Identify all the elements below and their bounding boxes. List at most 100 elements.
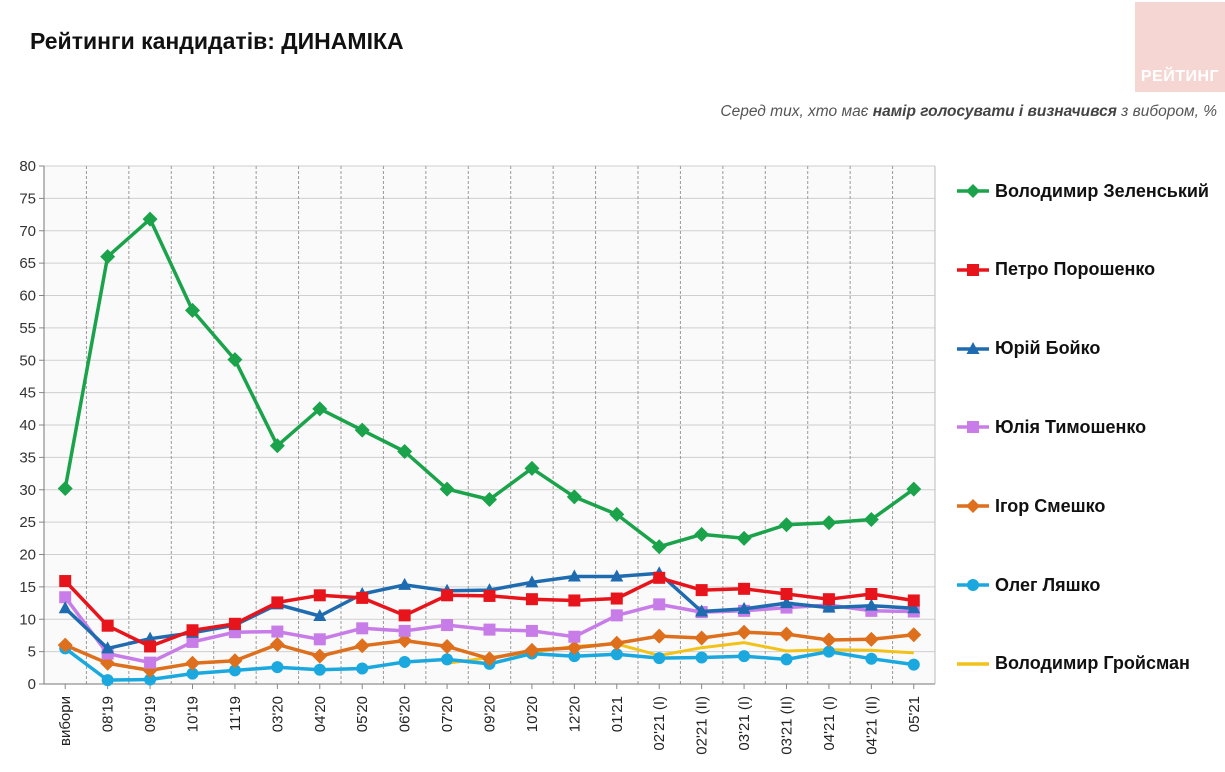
data-point-poroshenko <box>356 591 369 604</box>
x-tick-label: 02'21 (II) <box>694 696 711 755</box>
legend-marker <box>967 421 979 434</box>
data-point-boyko <box>737 601 751 614</box>
x-tick-label: 05'20 <box>354 696 371 732</box>
legend-marker <box>967 579 979 591</box>
legend-marker <box>966 499 980 514</box>
data-point-tymoshenko <box>59 591 72 604</box>
y-tick-label: 60 <box>19 288 36 305</box>
data-point-poroshenko <box>398 609 411 622</box>
legend-swatch <box>957 421 989 434</box>
x-tick-label: 09'20 <box>482 696 499 732</box>
y-tick-label: 30 <box>19 482 36 499</box>
data-point-zelensky <box>906 481 922 497</box>
data-point-zelensky <box>185 302 200 318</box>
x-tick-label: 10'20 <box>524 696 541 732</box>
series-zelensky <box>57 211 922 555</box>
data-point-poroshenko <box>313 589 326 602</box>
data-point-zelensky <box>354 422 370 438</box>
y-tick-label: 10 <box>19 611 36 628</box>
x-tick-label: 08'19 <box>100 696 117 732</box>
data-point-smeshko <box>863 631 879 647</box>
chart-subtitle: Серед тих, хто має намір голосувати і ви… <box>720 103 1217 121</box>
data-point-smeshko <box>694 630 710 646</box>
y-tick-label: 15 <box>19 579 36 596</box>
legend-item-smeshko: Ігор Смешко <box>955 493 1105 519</box>
legend-label: Юлія Тимошенко <box>995 416 1147 437</box>
data-point-smeshko <box>609 635 625 651</box>
data-point-zelensky <box>863 512 879 528</box>
data-point-tymoshenko <box>356 622 369 635</box>
data-point-poroshenko <box>738 582 751 595</box>
data-point-zelensky <box>57 480 73 496</box>
data-point-zelensky <box>524 460 540 476</box>
y-tick-label: 5 <box>28 644 36 661</box>
data-point-zelensky <box>651 539 667 555</box>
data-point-smeshko <box>57 637 73 653</box>
data-point-smeshko <box>482 651 497 667</box>
series-poroshenko <box>59 571 920 653</box>
data-point-boyko <box>525 575 539 588</box>
x-tick-label: 10'19 <box>185 696 202 732</box>
data-point-lyashko <box>101 674 114 687</box>
legend-swatch <box>957 184 989 198</box>
data-point-lyashko <box>610 648 623 661</box>
data-point-poroshenko <box>441 589 454 602</box>
x-tick-label: 03'21 (I) <box>736 696 753 751</box>
data-point-tymoshenko <box>525 624 538 637</box>
y-tick-label: 45 <box>19 385 36 402</box>
legend-item-boyko: Юрій Бойко <box>955 336 1100 362</box>
data-point-zelensky <box>439 481 455 497</box>
data-point-lyashko <box>441 653 454 666</box>
data-point-zelensky <box>397 444 413 460</box>
data-point-zelensky <box>694 526 710 542</box>
data-point-zelensky <box>609 506 625 522</box>
data-point-poroshenko <box>186 624 199 637</box>
legend-marker <box>966 184 980 198</box>
y-tick-label: 70 <box>19 223 36 240</box>
subtitle-pre: Серед тих, хто має <box>720 103 873 120</box>
data-point-tymoshenko <box>186 635 199 648</box>
data-point-smeshko <box>736 624 752 640</box>
data-point-smeshko <box>651 628 667 644</box>
x-tick-label: 04'21 (II) <box>863 696 880 755</box>
logo-text: РЕЙТИНГ <box>1140 68 1220 85</box>
y-tick-label: 55 <box>19 320 36 337</box>
data-point-tymoshenko <box>271 625 284 638</box>
data-point-lyashko <box>738 650 751 663</box>
data-point-boyko <box>58 601 72 614</box>
y-tick-label: 25 <box>19 514 36 531</box>
legend-item-lyashko: Олег Ляшко <box>955 572 1100 598</box>
data-point-zelensky <box>736 530 752 546</box>
legend-swatch <box>957 263 989 276</box>
chart-title: Рейтинги кандидатів: ДИНАМІКА <box>30 28 404 54</box>
data-point-boyko <box>822 600 836 613</box>
data-point-lyashko <box>822 645 835 658</box>
data-point-tymoshenko <box>441 619 454 632</box>
data-point-smeshko <box>779 626 794 642</box>
x-tick-label: 06'20 <box>397 696 414 732</box>
y-tick-label: 0 <box>28 676 36 693</box>
data-point-smeshko <box>354 638 370 654</box>
y-tick-label: 65 <box>19 255 36 272</box>
legend-marker <box>967 263 979 276</box>
data-point-zelensky <box>821 515 837 531</box>
legend-label: Олег Ляшко <box>995 574 1101 595</box>
data-point-tymoshenko <box>483 623 496 636</box>
data-point-lyashko <box>398 655 411 668</box>
legend-item-groysman: Володимир Гройсман <box>955 651 1190 677</box>
legend-swatch <box>957 341 989 354</box>
data-point-smeshko <box>906 627 922 643</box>
data-point-poroshenko <box>483 589 496 602</box>
legend-label: Володимир Гройсман <box>995 653 1190 674</box>
y-tick-label: 20 <box>19 547 36 564</box>
data-point-poroshenko <box>144 640 157 653</box>
y-tick-label: 50 <box>19 352 36 369</box>
data-point-zelensky <box>100 249 116 265</box>
data-point-zelensky <box>269 438 285 454</box>
legend-marker <box>966 341 980 354</box>
data-point-zelensky <box>312 401 328 417</box>
data-point-boyko <box>567 569 581 582</box>
data-point-lyashko <box>907 658 920 671</box>
subtitle-post: з вибором, % <box>1116 103 1217 120</box>
